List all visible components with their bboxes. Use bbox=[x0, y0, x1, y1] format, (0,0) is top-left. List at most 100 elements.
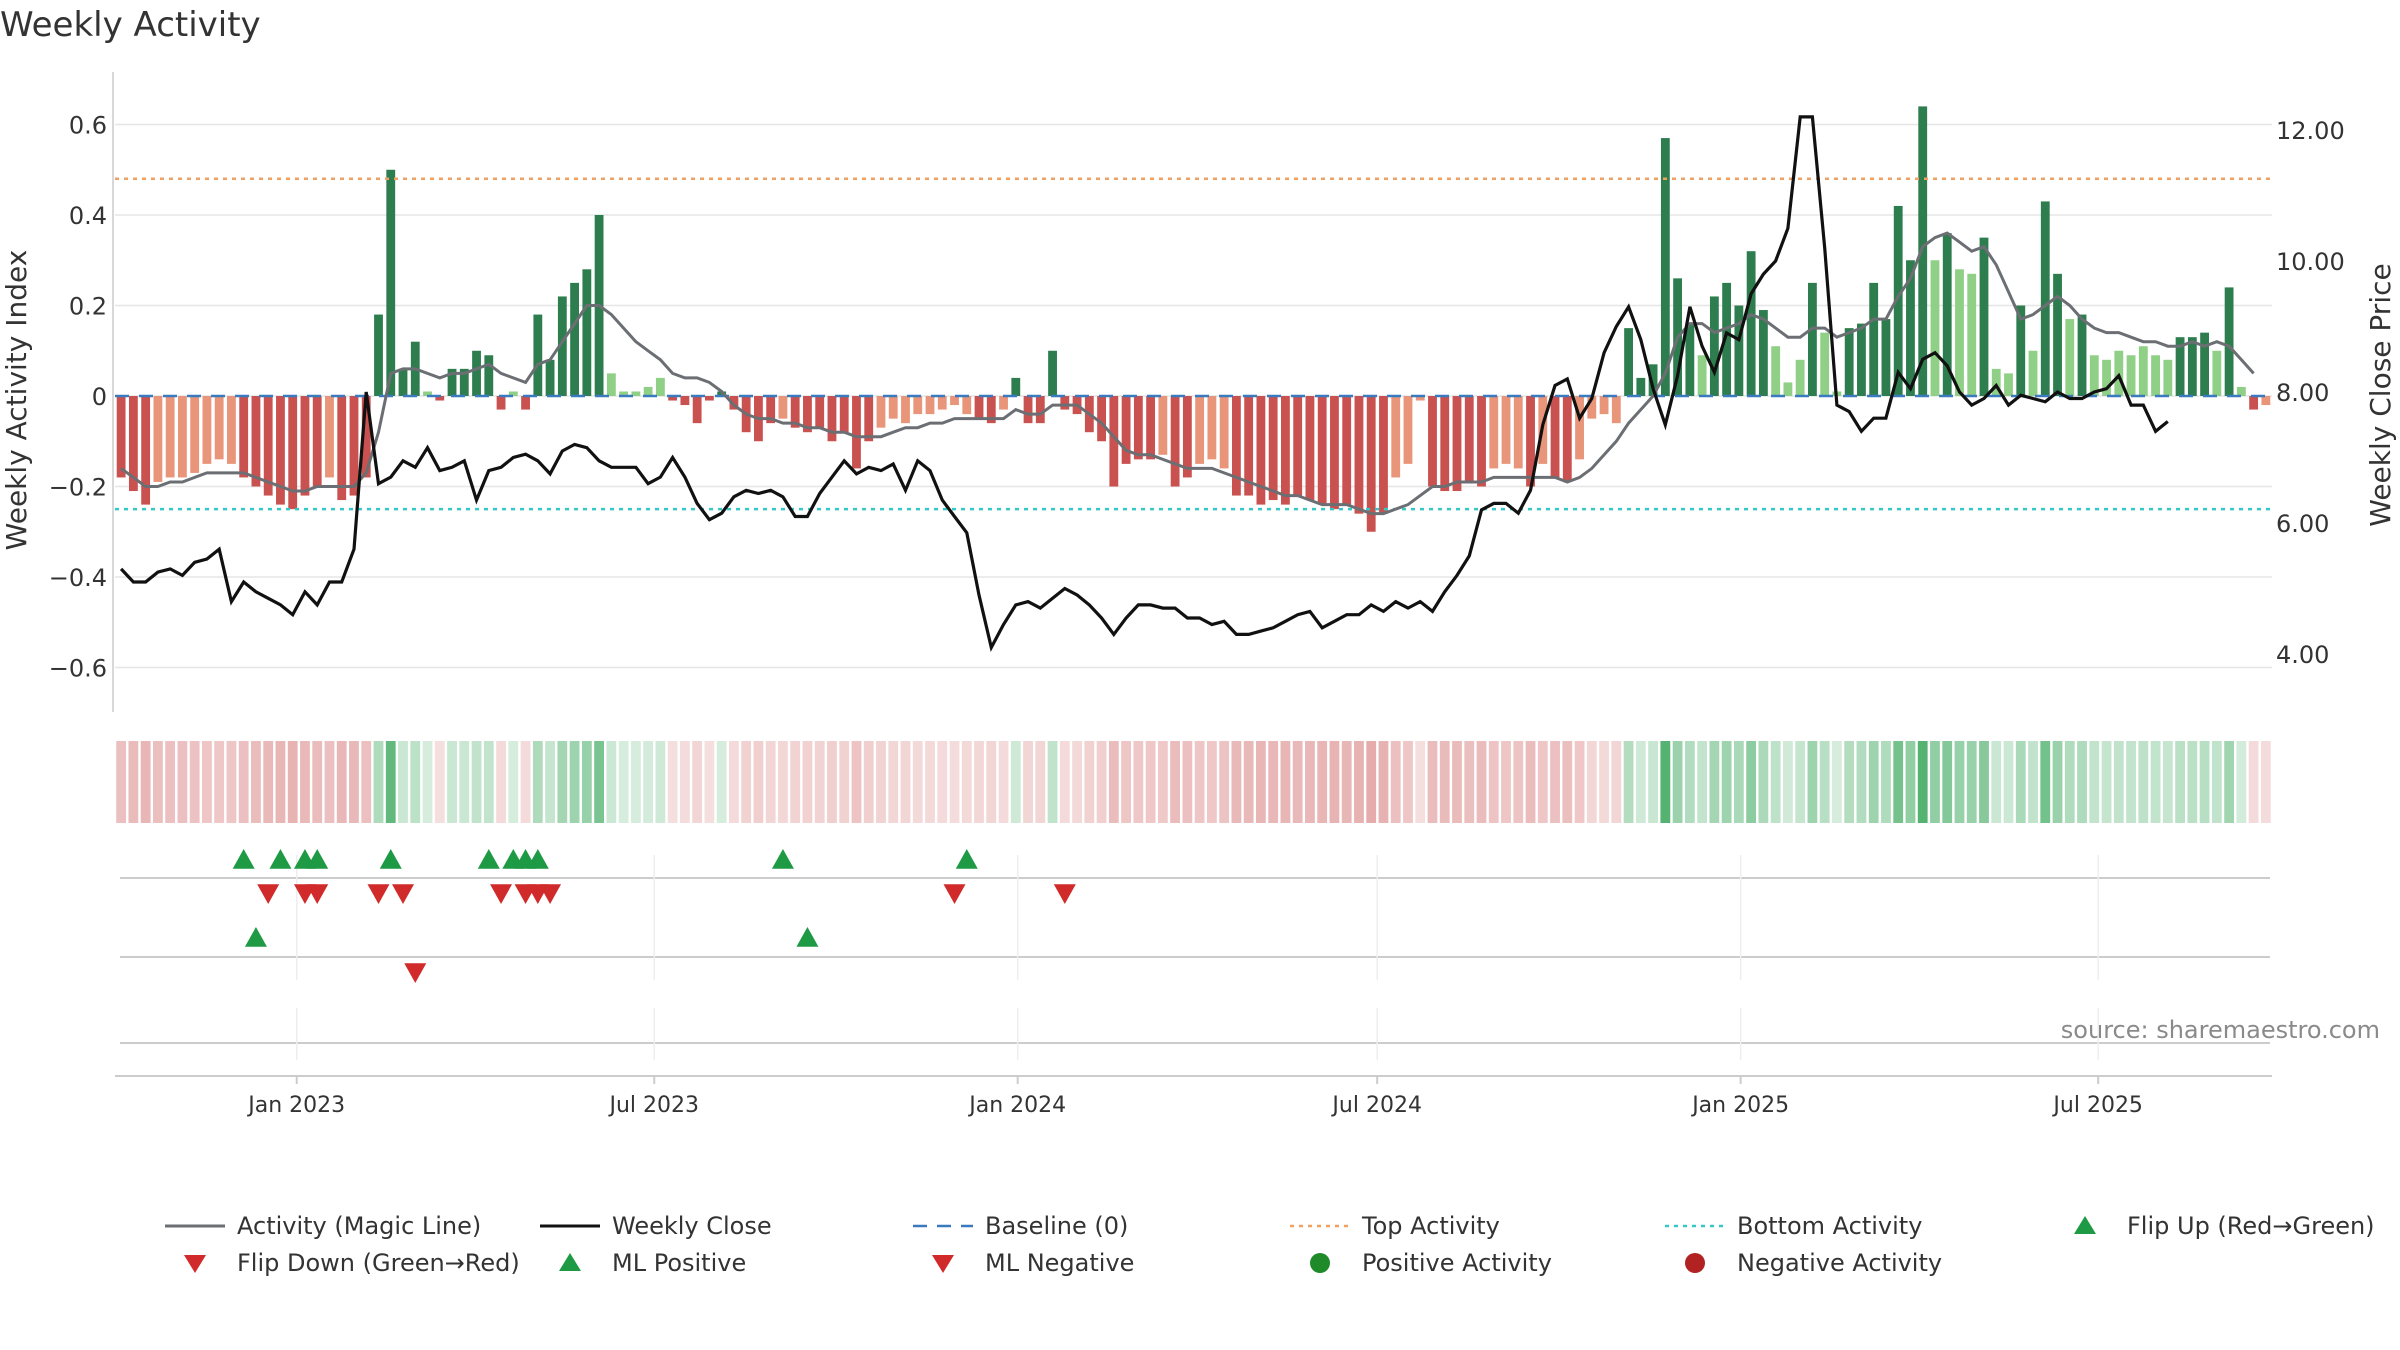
heat-cell bbox=[2077, 741, 2087, 823]
heat-cell bbox=[594, 741, 605, 823]
y2-tick-label: 6.00 bbox=[2276, 510, 2329, 538]
legend-swatch bbox=[1310, 1253, 1330, 1273]
activity-bar bbox=[1746, 251, 1756, 396]
heat-cell bbox=[606, 741, 617, 823]
activity-bar bbox=[1575, 396, 1584, 460]
heat-cell bbox=[251, 741, 261, 823]
activity-bar bbox=[300, 396, 310, 496]
activity-bar bbox=[1146, 396, 1156, 460]
heat-cell bbox=[1942, 741, 1953, 823]
activity-bar bbox=[778, 396, 788, 419]
activity-bar bbox=[1489, 396, 1499, 469]
heat-cell bbox=[1121, 741, 1131, 823]
y-tick-label: 0.2 bbox=[69, 293, 107, 321]
legend-item-bottom: Bottom Activity bbox=[1665, 1212, 1922, 1240]
heat-cell bbox=[765, 741, 776, 823]
heat-cell bbox=[1059, 741, 1070, 823]
activity-bar bbox=[1893, 205, 1903, 396]
x-tick-label: Jul 2025 bbox=[2051, 1093, 2143, 1118]
flip-down-marker bbox=[539, 884, 562, 904]
heat-cell bbox=[790, 741, 801, 823]
heat-cell bbox=[1905, 741, 1916, 823]
activity-bar bbox=[288, 396, 298, 510]
activity-bar bbox=[1771, 346, 1781, 396]
heat-cell bbox=[275, 741, 286, 823]
heat-cell bbox=[189, 741, 200, 823]
heat-cell bbox=[2187, 741, 2198, 823]
y2-tick-label: 12.00 bbox=[2276, 117, 2345, 145]
y-tick-label: −0.4 bbox=[49, 564, 107, 592]
heat-cell bbox=[312, 741, 323, 823]
y-tick-label: −0.6 bbox=[49, 655, 107, 683]
activity-bar bbox=[704, 396, 714, 401]
activity-bar bbox=[1428, 396, 1437, 487]
activity-bar bbox=[937, 396, 947, 410]
activity-bar bbox=[337, 396, 347, 501]
activity-bar bbox=[202, 396, 212, 464]
activity-bar bbox=[1955, 269, 1964, 396]
heat-cell bbox=[2224, 741, 2235, 823]
heat-cell bbox=[128, 741, 139, 823]
activity-bar bbox=[1097, 396, 1106, 442]
heat-cell bbox=[1231, 741, 1242, 823]
activity-bar bbox=[1256, 396, 1266, 505]
heat-cell bbox=[2248, 741, 2259, 823]
activity-bar bbox=[901, 396, 910, 424]
heat-cell bbox=[692, 741, 703, 823]
activity-bar bbox=[1722, 282, 1732, 396]
y-tick-label: 0.4 bbox=[69, 202, 107, 230]
heat-cell bbox=[1550, 741, 1560, 823]
heat-cell bbox=[2236, 741, 2247, 823]
heat-cell bbox=[900, 741, 911, 823]
heat-cell bbox=[1868, 741, 1879, 823]
activity-bar bbox=[1023, 396, 1033, 424]
heat-cell bbox=[140, 741, 151, 823]
heat-cell bbox=[1562, 741, 1573, 823]
activity-bar bbox=[803, 396, 812, 433]
activity-bar bbox=[876, 396, 886, 428]
heat-cell bbox=[422, 741, 433, 823]
activity-bar bbox=[190, 396, 200, 473]
flip-up-marker bbox=[269, 849, 292, 869]
heat-cell bbox=[1341, 741, 1352, 823]
activity-bar bbox=[1293, 396, 1303, 496]
heat-cell bbox=[888, 741, 899, 823]
heat-cell bbox=[1415, 741, 1426, 823]
heat-cell bbox=[263, 741, 274, 823]
heat-cell bbox=[998, 741, 1009, 823]
y2-tick-label: 8.00 bbox=[2276, 379, 2329, 407]
x-axis: Jan 2023 Jul 2023 Jan 2024 Jul 2024 Jan 2025… bbox=[115, 1075, 2272, 1118]
activity-bar bbox=[692, 396, 702, 424]
activity-bar bbox=[1182, 396, 1192, 478]
weekly-close-line bbox=[119, 115, 2169, 653]
activity-bar bbox=[2077, 314, 2087, 396]
heat-cell bbox=[2126, 741, 2136, 823]
heat-cell bbox=[532, 741, 543, 823]
heat-cell bbox=[1329, 741, 1340, 823]
heat-cell bbox=[729, 741, 739, 823]
legend-label: Weekly Close bbox=[612, 1212, 772, 1240]
legend-item-mlneg: ML Negative bbox=[932, 1249, 1134, 1277]
legend-item-pos: Positive Activity bbox=[1310, 1249, 1552, 1277]
heat-cell bbox=[214, 741, 225, 823]
heat-cell bbox=[1305, 741, 1315, 823]
heat-cell bbox=[1427, 741, 1438, 823]
activity-bar bbox=[2261, 396, 2271, 406]
heat-cell bbox=[1403, 741, 1413, 823]
heat-cell bbox=[1660, 741, 1671, 823]
activity-bar bbox=[1967, 273, 1977, 396]
heat-cell bbox=[1390, 741, 1401, 823]
heat-cell bbox=[1243, 741, 1254, 823]
legend-item-close: Weekly Close bbox=[540, 1212, 772, 1240]
activity-bar bbox=[2016, 305, 2026, 396]
legend-label: Activity (Magic Line) bbox=[237, 1212, 481, 1240]
heat-cell bbox=[483, 741, 494, 823]
heat-cell bbox=[2199, 741, 2210, 823]
activity-bar bbox=[472, 350, 481, 396]
legend-swatch bbox=[184, 1255, 206, 1273]
legend-item-top: Top Activity bbox=[1290, 1212, 1500, 1240]
heat-cell bbox=[1635, 741, 1646, 823]
activity-bar bbox=[1403, 396, 1413, 464]
legend-label: ML Negative bbox=[985, 1249, 1134, 1277]
heat-cell bbox=[1733, 741, 1744, 823]
